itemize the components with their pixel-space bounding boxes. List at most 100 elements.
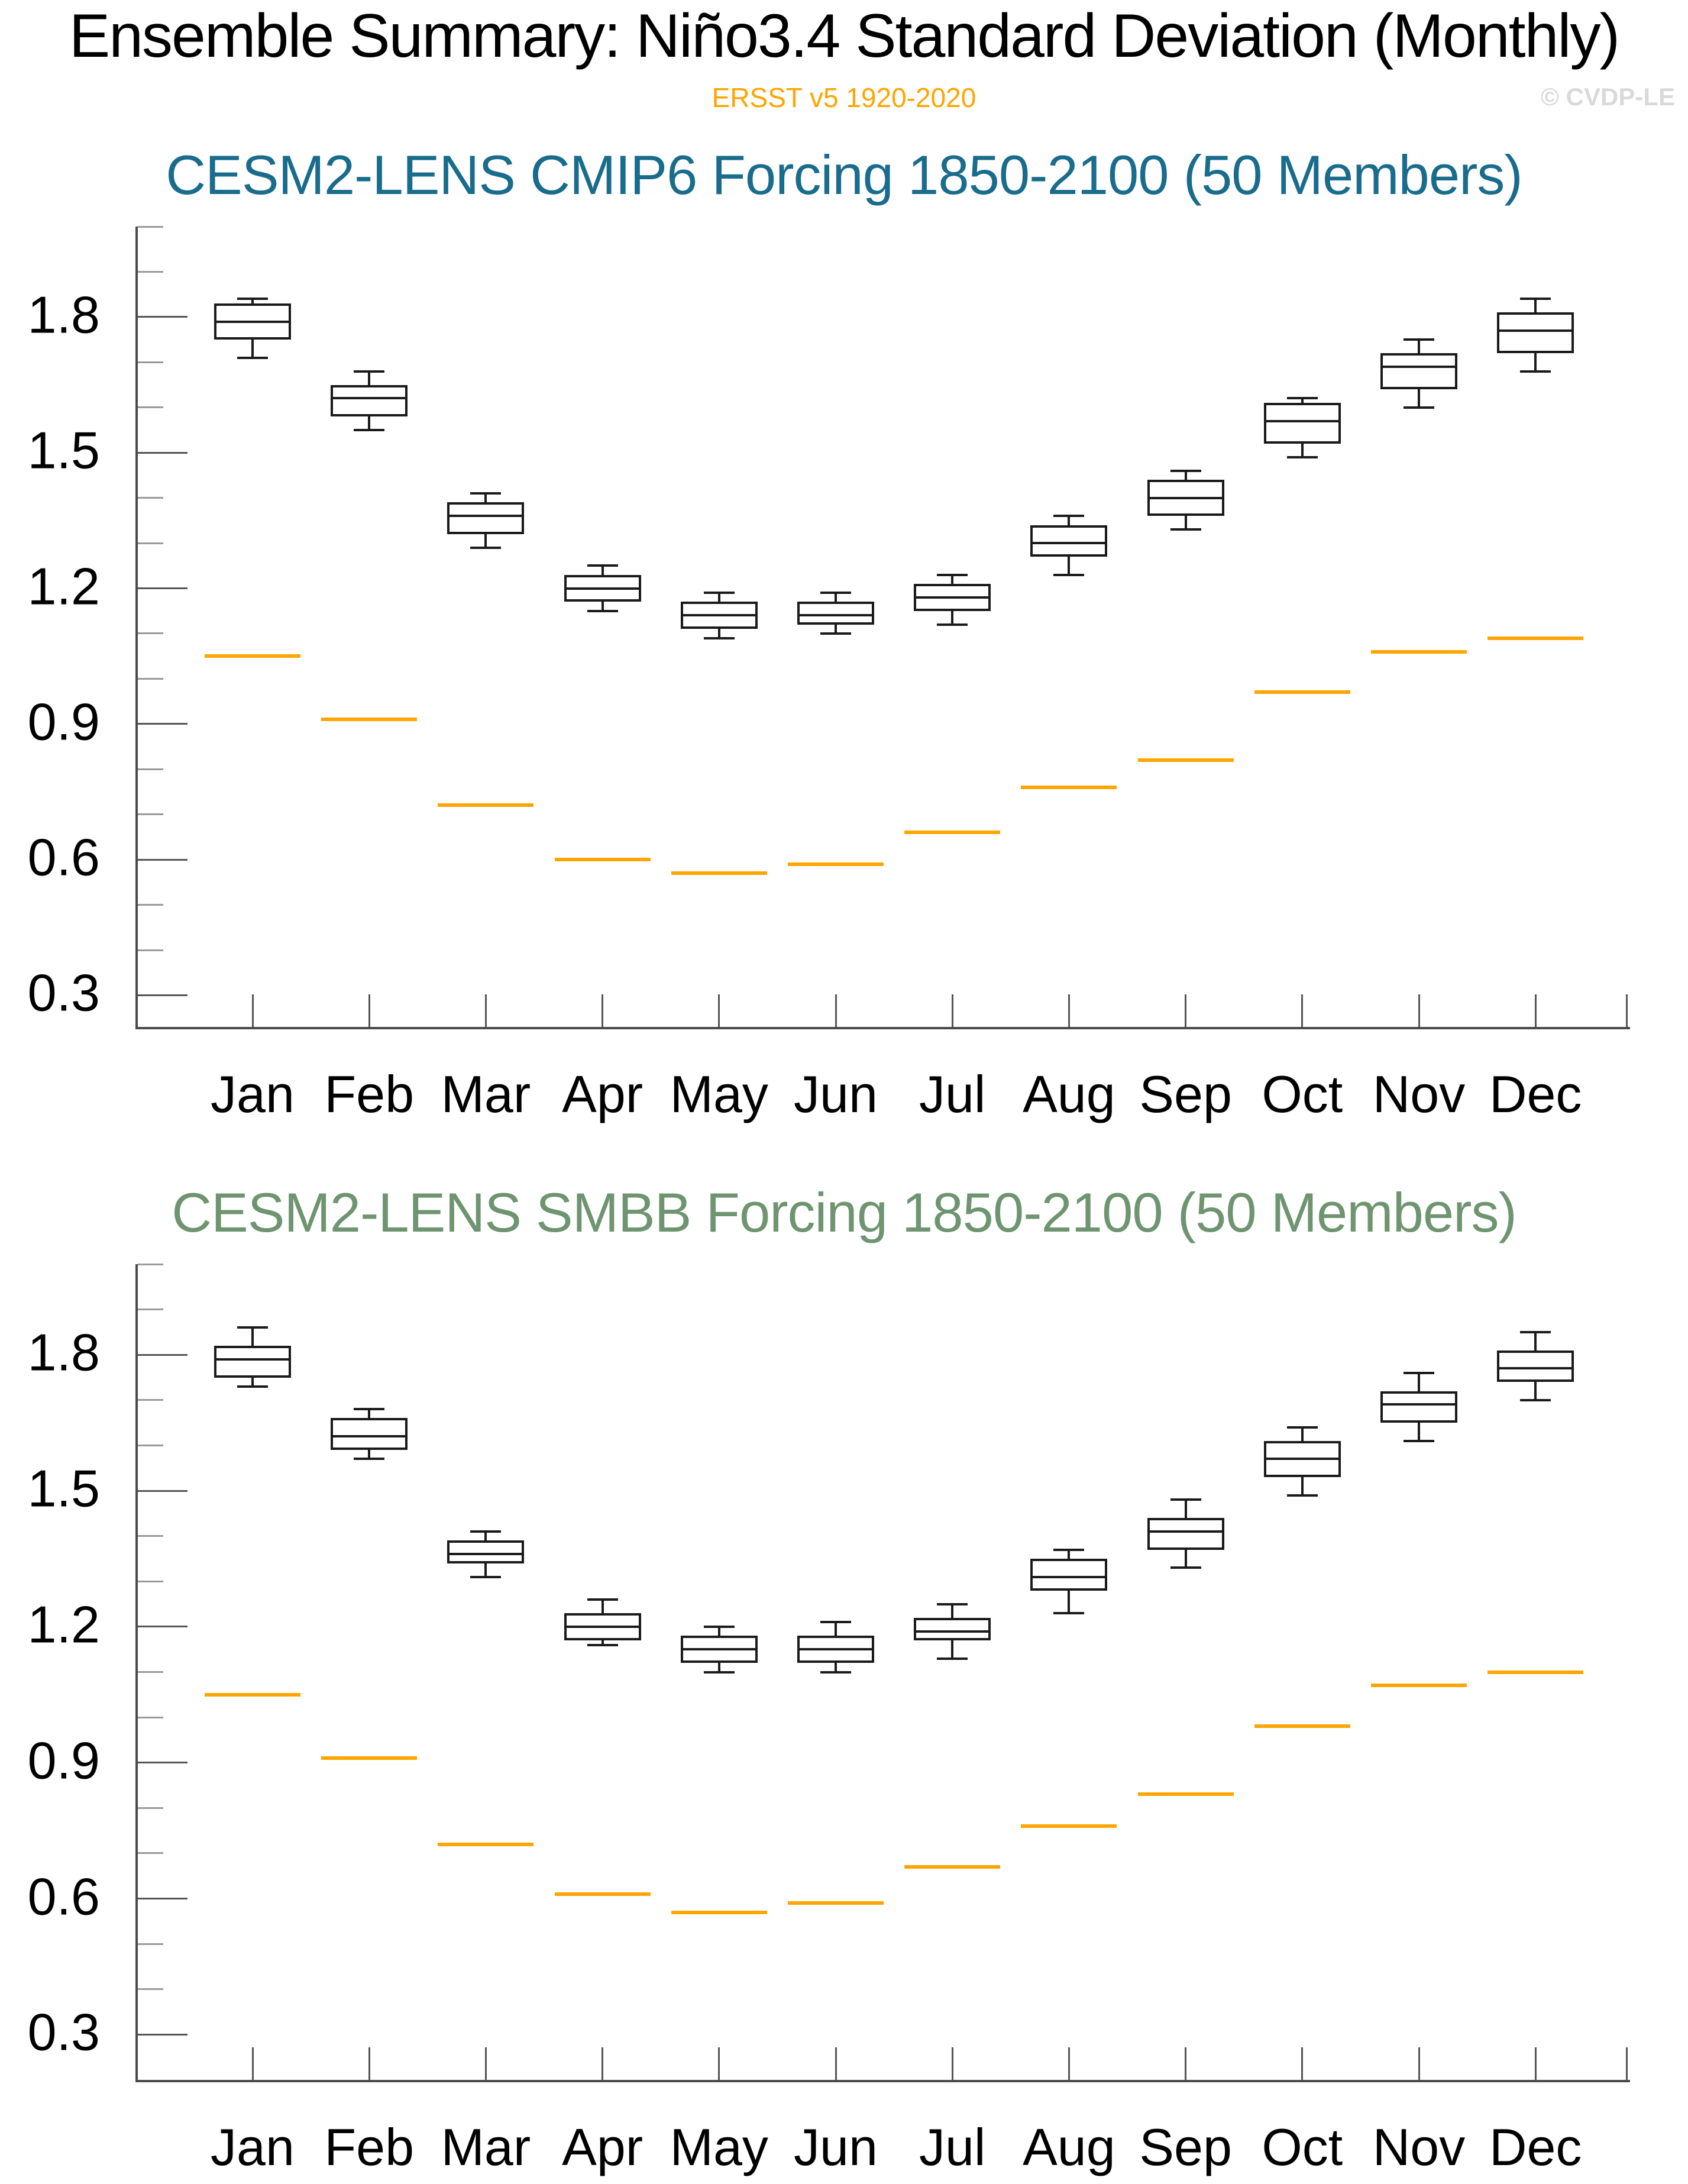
obs-line-jun: [788, 1901, 884, 1905]
y-minor-tick-1.3: [138, 1580, 163, 1582]
y-minor-tick-0.7: [138, 1852, 163, 1855]
y-major-tick-0.9: [138, 723, 187, 725]
x-tick-oct: [1301, 994, 1304, 1027]
x-tick-label-apr: Apr: [562, 2118, 643, 2176]
whisker-lower-mar: [484, 534, 487, 548]
x-tick-feb: [368, 2047, 370, 2080]
whisker-lower-nov: [1418, 389, 1420, 408]
x-tick-jul: [951, 994, 953, 1027]
obs-line-mar: [438, 803, 534, 807]
box-median-jan: [214, 320, 291, 323]
y-minor-tick-0.4: [138, 1988, 163, 1991]
whisker-cap-bottom-feb: [354, 428, 385, 431]
whisker-cap-top-aug: [1053, 1548, 1085, 1551]
whisker-lower-aug: [1068, 1590, 1071, 1613]
x-tick-label-mar: Mar: [441, 1065, 531, 1123]
x-tick-right-edge: [1626, 994, 1628, 1027]
y-tick-label-0.6: 0.6: [27, 828, 100, 887]
box-jun: [797, 602, 874, 625]
box-jul: [914, 1617, 991, 1640]
obs-line-oct: [1254, 690, 1350, 694]
box-median-sep: [1147, 496, 1224, 499]
x-tick-label-aug: Aug: [1023, 2118, 1115, 2176]
y-tick-label-0.3: 0.3: [27, 2002, 100, 2062]
whisker-upper-apr: [601, 566, 604, 575]
whisker-upper-aug: [1068, 516, 1071, 525]
whisker-cap-top-jul: [937, 1603, 968, 1605]
whisker-cap-top-may: [703, 1625, 735, 1628]
whisker-cap-bottom-sep: [1170, 528, 1201, 531]
whisker-upper-jan: [251, 1327, 254, 1346]
y-tick-label-0.6: 0.6: [27, 1867, 100, 1926]
box-median-feb: [331, 1435, 408, 1438]
y-tick-label-1.5: 1.5: [27, 421, 100, 480]
x-tick-feb: [368, 994, 370, 1027]
x-tick-nov: [1418, 2047, 1420, 2080]
obs-line-nov: [1371, 650, 1467, 654]
panel-smbb-title: CESM2-LENS SMBB Forcing 1850-2100 (50 Me…: [172, 1181, 1517, 1243]
x-tick-label-jul: Jul: [919, 1065, 986, 1123]
whisker-lower-jun: [835, 1663, 837, 1672]
whisker-cap-bottom-may: [703, 1671, 735, 1673]
box-median-dec: [1497, 329, 1574, 332]
whisker-upper-nov: [1418, 340, 1420, 354]
whisker-cap-bottom-jul: [937, 623, 968, 626]
box-oct: [1263, 403, 1341, 444]
y-minor-tick-1.4: [138, 1535, 163, 1537]
y-minor-tick-1.9: [138, 1309, 163, 1311]
whisker-lower-may: [717, 629, 720, 638]
obs-line-apr: [554, 1892, 651, 1896]
x-tick-jan: [251, 994, 254, 1027]
obs-line-jan: [205, 654, 300, 658]
whisker-cap-top-jun: [820, 1621, 851, 1624]
smbb-monthly-boxplot: 0.3 0.6 0.9 1.2 1.5 1.8 Jan Feb Mar Apr May Jun Jul A…: [28, 1263, 1630, 2173]
box-aug: [1030, 1558, 1108, 1591]
obs-line-nov: [1371, 1684, 1467, 1688]
obs-line-aug: [1021, 1824, 1117, 1828]
box-dec: [1497, 312, 1574, 354]
whisker-cap-bottom-may: [703, 637, 735, 639]
box-dec: [1497, 1350, 1574, 1382]
box-mar: [447, 1540, 525, 1563]
box-median-mar: [447, 515, 525, 518]
whisker-cap-bottom-mar: [470, 546, 502, 549]
box-median-apr: [564, 587, 641, 590]
box-median-nov: [1380, 1403, 1457, 1406]
whisker-cap-bottom-nov: [1404, 1439, 1434, 1442]
x-tick-may: [718, 994, 720, 1027]
whisker-cap-bottom-mar: [470, 1575, 502, 1578]
page-title: Ensemble Summary: Niño3.4 Standard Devia…: [69, 2, 1620, 70]
obs-line-dec: [1487, 1670, 1584, 1674]
box-median-oct: [1263, 419, 1341, 422]
x-tick-label-dec: Dec: [1489, 1065, 1582, 1123]
obs-line-mar: [438, 1842, 534, 1846]
box-median-sep: [1147, 1530, 1224, 1533]
whisker-upper-mar: [484, 1532, 487, 1541]
box-median-jul: [914, 596, 991, 599]
whisker-lower-aug: [1068, 557, 1071, 575]
whisker-cap-bottom-jun: [820, 632, 851, 635]
whisker-lower-dec: [1534, 1382, 1537, 1400]
cmip6-monthly-boxplot: 0.3 0.6 0.9 1.2 1.5 1.8 Jan Feb Mar Apr May Jun Jul A…: [28, 225, 1630, 1120]
y-minor-tick-1.6: [138, 406, 163, 409]
y-minor-tick-1.4: [138, 497, 163, 499]
x-tick-label-sep: Sep: [1139, 2118, 1232, 2176]
box-jan: [214, 1345, 291, 1378]
y-major-tick-0.6: [138, 1898, 187, 1900]
y-minor-tick-0.4: [138, 949, 163, 951]
x-tick-apr: [602, 2047, 604, 2080]
x-tick-jul: [951, 2047, 953, 2080]
whisker-cap-bottom-sep: [1170, 1566, 1201, 1569]
whisker-lower-feb: [368, 1450, 371, 1459]
whisker-upper-dec: [1534, 1332, 1537, 1351]
y-tick-label-1.8: 1.8: [27, 285, 100, 344]
x-tick-label-jun: Jun: [794, 2118, 878, 2176]
y-tick-label-0.9: 0.9: [27, 692, 100, 751]
box-median-mar: [447, 1553, 525, 1556]
x-tick-mar: [484, 994, 487, 1027]
obs-line-feb: [321, 1756, 418, 1760]
y-minor-tick-2.0: [138, 1263, 163, 1265]
whisker-cap-top-dec: [1520, 1330, 1551, 1333]
x-tick-label-sep: Sep: [1139, 1065, 1232, 1123]
obs-line-apr: [554, 858, 651, 862]
